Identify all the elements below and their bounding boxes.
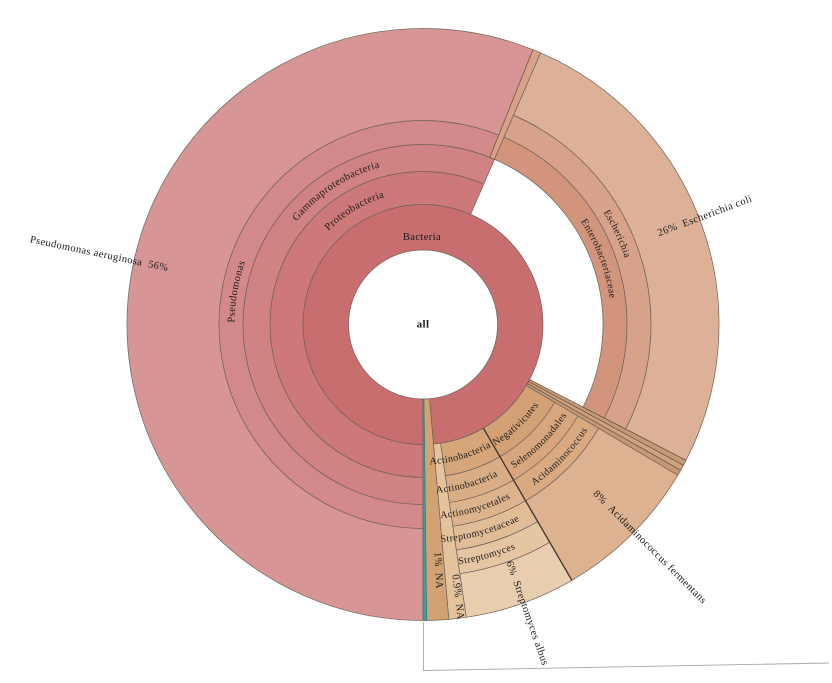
label-na-1-pct: 1% NA (432, 552, 445, 589)
label-center: all (417, 319, 430, 331)
wedge-escherichia-coli[interactable] (513, 52, 720, 461)
wedge-teal-sliver[interactable] (422, 398, 427, 621)
wedge-pseudomonas-aeruginosa[interactable] (126, 28, 534, 621)
albus-fermentans-divider (482, 427, 573, 581)
label-bacteria: Bacteria (403, 232, 441, 243)
label-na-09-pct: 0.9% NA (449, 574, 465, 620)
callout-line (423, 622, 830, 671)
